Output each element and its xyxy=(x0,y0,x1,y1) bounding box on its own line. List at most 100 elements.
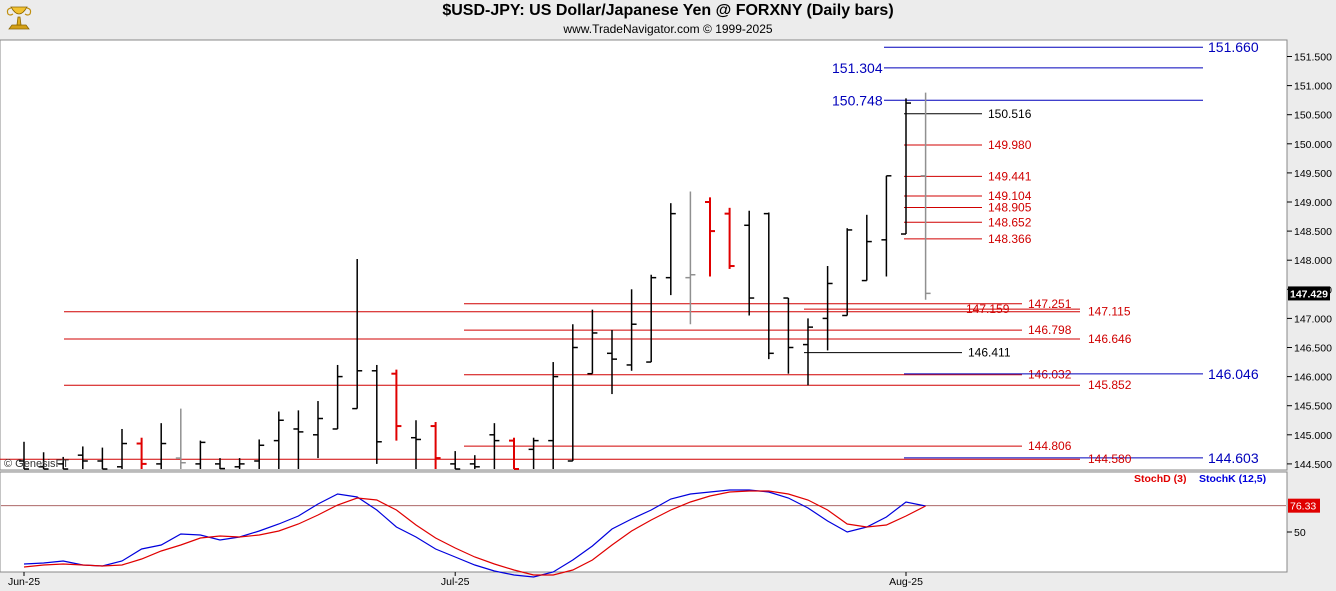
price-tick-label-11: 146.000 xyxy=(1294,372,1332,384)
ohlc-bar-23 xyxy=(469,455,480,469)
stoch-last-box xyxy=(1288,498,1320,513)
ohlc-bar-14 xyxy=(293,410,304,469)
price-tick-label-13: 145.000 xyxy=(1294,430,1332,442)
level-label-20: 144.603 xyxy=(1208,450,1259,466)
level-label-6: 149.104 xyxy=(988,189,1032,203)
stoch-tick-label-0: 50 xyxy=(1294,527,1306,539)
stoch-series-1 xyxy=(23,490,926,576)
price-panel xyxy=(0,39,1288,471)
ohlc-bar-4 xyxy=(97,447,108,470)
level-label-1: 151.304 xyxy=(832,60,883,76)
ohlc-bar-16 xyxy=(332,364,343,430)
level-label-14: 146.646 xyxy=(1088,332,1132,346)
ohlc-bar-19 xyxy=(391,369,402,441)
ohlc-bar-32 xyxy=(646,274,657,363)
price-tick-label-6: 148.500 xyxy=(1294,226,1332,238)
chart-title: $USD-JPY: US Dollar/Japanese Yen @ FORXN… xyxy=(442,2,894,19)
gold-trophy-icon xyxy=(6,6,32,30)
ohlc-bar-13 xyxy=(273,411,284,469)
level-label-12: 147.115 xyxy=(1088,305,1131,319)
levels-layer: 151.660 151.304 150.748 150.516 149.980 149.4… xyxy=(0,39,1259,466)
price-tick-label-1: 151.000 xyxy=(1294,81,1332,93)
ohlc-bar-5 xyxy=(117,428,127,469)
price-tick-label-0: 151.500 xyxy=(1294,52,1332,64)
last-price-label: 147.429 xyxy=(1290,288,1328,300)
ohlc-bar-36 xyxy=(724,207,735,269)
level-label-7: 148.905 xyxy=(988,201,1032,215)
price-tick-label-4: 149.500 xyxy=(1294,168,1332,180)
ohlc-bar-38 xyxy=(763,212,774,360)
ohlc-bar-0 xyxy=(19,441,29,470)
level-label-19: 144.806 xyxy=(1028,439,1072,453)
price-tick-label-12: 145.500 xyxy=(1294,401,1332,413)
date-tick-label-1: Jul-25 xyxy=(441,576,470,588)
ohlc-bar-28 xyxy=(567,324,578,462)
ohlc-bar-2 xyxy=(58,456,69,470)
ohlc-bar-46 xyxy=(920,92,931,300)
ohlc-bar-33 xyxy=(665,203,676,296)
price-axis: 151.500 151.000 150.500 150.000 149.500 149.0… xyxy=(1287,52,1332,471)
ohlc-bar-26 xyxy=(528,437,539,469)
ohlc-bar-3 xyxy=(77,446,88,469)
chart-subtitle: www.TradeNavigator.com © 1999-2025 xyxy=(563,22,773,36)
stoch-last-label: 76.33 xyxy=(1290,501,1316,513)
ohlc-bar-27 xyxy=(548,362,559,469)
bars-layer xyxy=(19,92,931,470)
ohlc-bar-44 xyxy=(881,175,892,277)
chart-header: $USD-JPY: US Dollar/Japanese Yen @ FORXN… xyxy=(0,0,1336,40)
level-label-10: 147.251 xyxy=(1028,297,1072,311)
level-label-17: 146.046 xyxy=(1208,366,1259,382)
ohlc-bar-43 xyxy=(861,214,872,282)
price-tick-label-5: 149.000 xyxy=(1294,197,1332,209)
level-label-4: 149.980 xyxy=(988,138,1032,152)
ohlc-bar-25 xyxy=(509,437,519,470)
price-tick-label-9: 147.000 xyxy=(1294,313,1332,325)
ohlc-bar-20 xyxy=(411,420,421,469)
ohlc-bar-35 xyxy=(705,197,715,277)
ohlc-bar-31 xyxy=(626,289,637,371)
ohlc-bar-10 xyxy=(215,458,225,470)
last-price-box xyxy=(1288,286,1330,301)
stoch-legend-1: StochK (12,5) xyxy=(1199,473,1266,485)
stoch-legend-0: StochD (3) xyxy=(1134,473,1187,485)
price-tick-label-2: 150.500 xyxy=(1294,110,1332,122)
ohlc-bar-9 xyxy=(195,440,206,469)
level-label-18: 145.852 xyxy=(1088,378,1132,392)
level-label-9: 148.366 xyxy=(988,232,1032,246)
ohlc-bar-11 xyxy=(234,458,245,469)
price-tick-label-7: 148.000 xyxy=(1294,255,1332,267)
ohlc-bar-29 xyxy=(587,309,598,375)
level-label-2: 150.748 xyxy=(832,92,883,108)
ohlc-bar-41 xyxy=(822,266,833,351)
ohlc-bar-42 xyxy=(842,228,853,317)
ohlc-bar-34 xyxy=(685,191,696,325)
ohlc-bar-6 xyxy=(136,437,147,469)
ohlc-bar-30 xyxy=(607,330,617,395)
ohlc-bar-7 xyxy=(156,423,167,469)
ohlc-bar-17 xyxy=(352,259,363,410)
ohlc-bar-18 xyxy=(371,364,382,464)
level-label-8: 148.652 xyxy=(988,215,1032,229)
level-label-3: 150.516 xyxy=(988,107,1032,121)
level-label-16: 146.032 xyxy=(1028,368,1072,382)
ohlc-bar-21 xyxy=(430,421,441,469)
ohlc-bar-39 xyxy=(783,297,794,374)
date-tick-label-0: Jun-25 xyxy=(8,576,40,588)
stochastic-layer: 50 76.33 StochD (3) StochK (12,5) xyxy=(1,473,1320,578)
price-tick-label-3: 150.000 xyxy=(1294,139,1332,151)
date-tick-label-2: Aug-25 xyxy=(889,576,923,588)
price-tick-label-10: 146.500 xyxy=(1294,343,1332,355)
stoch-series-0 xyxy=(23,489,926,578)
level-label-21: 144.580 xyxy=(1088,452,1132,466)
ohlc-bar-8 xyxy=(175,408,186,469)
ohlc-bar-40 xyxy=(803,318,813,386)
level-label-11: 147.159 xyxy=(966,302,1010,316)
ohlc-bar-37 xyxy=(744,210,755,316)
ohlc-bar-22 xyxy=(450,451,461,470)
level-label-0: 151.660 xyxy=(1208,39,1259,55)
level-label-15: 146.411 xyxy=(968,346,1011,360)
ohlc-bar-15 xyxy=(313,401,323,459)
ohlc-bar-1 xyxy=(38,452,49,470)
ohlc-bar-45 xyxy=(901,98,911,235)
